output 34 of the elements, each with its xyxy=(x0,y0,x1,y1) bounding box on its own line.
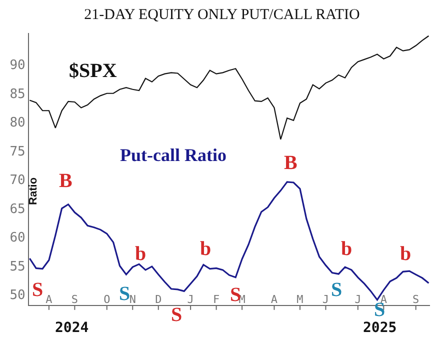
annotation: b xyxy=(341,238,352,260)
x-tick-label: F xyxy=(212,292,220,306)
y-tick-label: 60 xyxy=(10,230,26,246)
line-series xyxy=(29,35,430,140)
y-tick-label: 85 xyxy=(10,86,26,102)
x-tick-label: J xyxy=(187,292,194,306)
y-tick-label: 75 xyxy=(10,144,26,160)
y-tick-label: 50 xyxy=(10,288,26,304)
y-axis-title: Ratio xyxy=(28,177,40,205)
chart-title: 21-DAY EQUITY ONLY PUT/CALL RATIO xyxy=(84,6,360,23)
x-tick-label: M xyxy=(296,292,304,306)
x-tick-label: S xyxy=(412,292,420,306)
x-tick-label: D xyxy=(155,292,162,306)
x-tick-label: J xyxy=(322,292,330,306)
annotation: b xyxy=(135,243,146,265)
y-tick-label: 90 xyxy=(10,58,26,74)
text: 2025 xyxy=(363,320,397,336)
x-tick-label: A xyxy=(46,292,53,306)
text: 2024 xyxy=(55,320,89,336)
x-tick-label: J xyxy=(354,292,362,306)
annotation: b xyxy=(200,238,212,260)
y-tick-label: 55 xyxy=(10,259,26,274)
y-tick-label: 70 xyxy=(10,173,26,188)
annotation: b xyxy=(400,243,412,265)
text: Put-call Ratio xyxy=(120,145,226,165)
x-tick-label: N xyxy=(129,292,136,306)
y-tick-label: 80 xyxy=(10,116,26,131)
x-tick-label: S xyxy=(71,292,78,306)
y-tick-label: 65 xyxy=(10,202,26,217)
annotation: B xyxy=(284,152,298,174)
annotation: B xyxy=(59,170,72,192)
x-tick-label: A xyxy=(270,292,278,306)
series-label: $SPX xyxy=(69,60,118,82)
x-tick-label: O xyxy=(104,292,110,306)
